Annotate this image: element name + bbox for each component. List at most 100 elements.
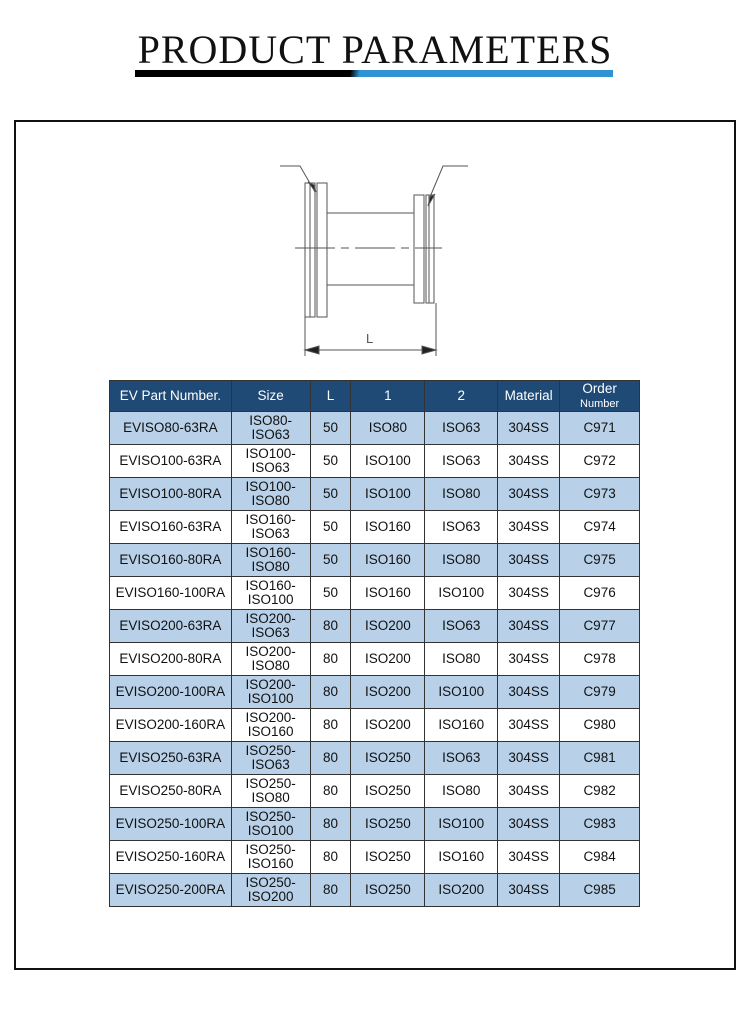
table-row: EVISO100-80RA ISO100- ISO80 50 ISO100 ISO80 30… xyxy=(109,477,640,511)
order-number: C976 xyxy=(583,585,616,600)
size-to: ISO160 xyxy=(247,856,294,871)
part-number: EVISO250-160RA xyxy=(115,849,226,864)
right-flange xyxy=(413,194,435,304)
table-header: EV Part Number. Size L 1 2 Material Orde… xyxy=(109,380,640,412)
cell-part-number: EVISO160-80RA xyxy=(109,543,232,577)
part-number: EVISO250-200RA xyxy=(115,882,226,897)
table-row: EVISO250-100RA ISO250- ISO100 80 ISO250 ISO10… xyxy=(109,807,640,841)
order-number: C979 xyxy=(583,684,616,699)
length: 80 xyxy=(323,717,339,732)
cell-1: ISO250 xyxy=(350,873,426,907)
size-to: ISO160 xyxy=(247,724,294,739)
size-from: ISO200- xyxy=(245,611,296,626)
table-row: EVISO80-63RA ISO80- ISO63 50 ISO80 ISO63 304SS… xyxy=(109,411,640,445)
material: 304SS xyxy=(508,651,549,666)
material: 304SS xyxy=(508,420,549,435)
size-to: ISO80 xyxy=(251,493,290,508)
cell-part-number: EVISO100-80RA xyxy=(109,477,232,511)
cell-1: ISO160 xyxy=(350,576,426,610)
order-number: C973 xyxy=(583,486,616,501)
port-1: ISO200 xyxy=(365,684,411,699)
material: 304SS xyxy=(508,750,549,765)
part-number: EVISO100-80RA xyxy=(119,486,222,501)
cell-material: 304SS xyxy=(497,840,561,874)
length: 50 xyxy=(323,453,339,468)
material: 304SS xyxy=(508,882,549,897)
pipe-body xyxy=(327,212,414,286)
size-to: ISO100 xyxy=(247,823,294,838)
cell-2: ISO80 xyxy=(424,543,499,577)
size-to: ISO63 xyxy=(251,757,290,772)
cell-size: ISO200- ISO63 xyxy=(230,609,311,643)
cell-l: 50 xyxy=(309,411,352,445)
cell-size: ISO250- ISO100 xyxy=(230,807,311,841)
cell-1: ISO200 xyxy=(350,642,426,676)
cell-l: 80 xyxy=(309,642,352,676)
cell-2: ISO80 xyxy=(424,642,499,676)
cell-material: 304SS xyxy=(497,576,561,610)
port-2: ISO80 xyxy=(442,486,481,501)
cell-1: ISO250 xyxy=(350,807,426,841)
cell-l: 80 xyxy=(309,840,352,874)
cell-order: C979 xyxy=(559,675,640,709)
port-1: ISO250 xyxy=(365,783,411,798)
cell-2: ISO200 xyxy=(424,873,499,907)
length: 50 xyxy=(323,486,339,501)
table-row: EVISO250-63RA ISO250- ISO63 80 ISO250 ISO63 30… xyxy=(109,741,640,775)
size-from: ISO250- xyxy=(245,842,296,857)
cell-l: 50 xyxy=(309,543,352,577)
size-to: ISO63 xyxy=(251,427,290,442)
order-number: C977 xyxy=(583,618,616,633)
length: 80 xyxy=(323,783,339,798)
cell-material: 304SS xyxy=(497,675,561,709)
length: 80 xyxy=(323,816,339,831)
cell-l: 50 xyxy=(309,477,352,511)
cell-l: 80 xyxy=(309,873,352,907)
cell-2: ISO63 xyxy=(424,741,499,775)
cell-material: 304SS xyxy=(497,642,561,676)
port-1: ISO160 xyxy=(365,552,411,567)
port-1: ISO250 xyxy=(365,750,411,765)
cell-order: C975 xyxy=(559,543,640,577)
cell-part-number: EVISO250-200RA xyxy=(109,873,232,907)
cell-size: ISO100- ISO63 xyxy=(230,444,311,478)
cell-part-number: EVISO100-63RA xyxy=(109,444,232,478)
order-number: C982 xyxy=(583,783,616,798)
material: 304SS xyxy=(508,453,549,468)
cell-order: C983 xyxy=(559,807,640,841)
size-from: ISO200- xyxy=(245,644,296,659)
port-2: ISO63 xyxy=(442,420,481,435)
part-number: EVISO160-100RA xyxy=(115,585,226,600)
cell-size: ISO200- ISO80 xyxy=(230,642,311,676)
cell-order: C976 xyxy=(559,576,640,610)
cell-2: ISO100 xyxy=(424,807,499,841)
size-from: ISO100- xyxy=(245,479,296,494)
right-arrow-icon xyxy=(427,193,436,207)
cell-order: C973 xyxy=(559,477,640,511)
length: 80 xyxy=(323,684,339,699)
cell-1: ISO160 xyxy=(350,543,426,577)
table-row: EVISO200-160RA ISO200- ISO160 80 ISO200 ISO16… xyxy=(109,708,640,742)
dimension-line xyxy=(303,303,438,356)
cell-material: 304SS xyxy=(497,609,561,643)
order-number: C983 xyxy=(583,816,616,831)
order-number: C975 xyxy=(583,552,616,567)
port-1: ISO200 xyxy=(365,618,411,633)
cell-part-number: EVISO80-63RA xyxy=(109,411,232,445)
material: 304SS xyxy=(508,783,549,798)
table-row: EVISO250-80RA ISO250- ISO80 80 ISO250 ISO80 30… xyxy=(109,774,640,808)
cell-l: 50 xyxy=(309,576,352,610)
cell-part-number: EVISO200-63RA xyxy=(109,609,232,643)
cell-part-number: EVISO200-100RA xyxy=(109,675,232,709)
cell-material: 304SS xyxy=(497,807,561,841)
length: 80 xyxy=(323,618,339,633)
reducer-diagram: L xyxy=(280,165,468,356)
port-1: ISO160 xyxy=(365,519,411,534)
table-row: EVISO160-100RA ISO160- ISO100 50 ISO160 ISO10… xyxy=(109,576,640,610)
cell-1: ISO200 xyxy=(350,708,426,742)
cell-2: ISO100 xyxy=(424,576,499,610)
material: 304SS xyxy=(508,849,549,864)
size-from: ISO250- xyxy=(245,776,296,791)
port-2: ISO63 xyxy=(442,519,481,534)
port-1: ISO80 xyxy=(368,420,408,435)
